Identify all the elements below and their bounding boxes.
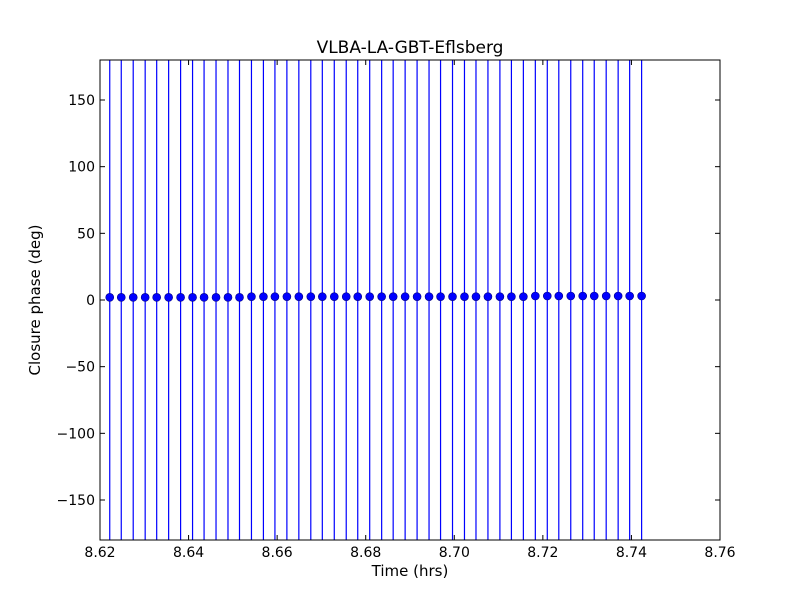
data-point	[306, 292, 316, 301]
plot-frame	[99, 59, 721, 541]
data-point	[566, 291, 576, 301]
y-tick-label: −50	[65, 360, 95, 376]
y-tick-label: 100	[68, 160, 95, 176]
data-point	[329, 292, 339, 301]
data-point	[235, 293, 244, 302]
y-tick-label: 50	[77, 226, 95, 242]
data-point	[460, 292, 469, 301]
data-point	[542, 291, 552, 301]
data-point	[507, 292, 516, 301]
x-tick-label: 8.70	[439, 545, 470, 561]
data-point	[531, 291, 540, 301]
data-point	[601, 291, 611, 301]
y-tick-label: −100	[57, 426, 95, 442]
data-point	[578, 291, 588, 301]
data-point	[400, 292, 410, 301]
data-point	[318, 292, 327, 301]
data-point	[436, 292, 445, 301]
data-point	[495, 292, 505, 301]
data-point	[128, 293, 138, 302]
data-point	[259, 292, 268, 301]
x-tick-label: 8.72	[527, 545, 558, 561]
data-point	[365, 292, 375, 301]
data-point	[105, 293, 115, 302]
data-point	[282, 292, 292, 301]
data-point	[188, 293, 197, 302]
data-point	[116, 293, 126, 302]
y-axis-ticks: 150 100 50 0 −50 −100 −150	[57, 93, 720, 509]
data-point	[270, 292, 280, 301]
data-point	[164, 293, 173, 302]
data-point	[625, 291, 634, 301]
data-point	[294, 292, 304, 301]
data-point	[483, 292, 493, 301]
data-point	[341, 292, 351, 301]
data-point	[199, 293, 209, 302]
x-axis-ticks: 8.62 8.64 8.66 8.68 8.70 8.72 8.74 8.76	[84, 60, 736, 561]
data-point	[377, 292, 386, 301]
x-tick-label: 8.76	[704, 545, 735, 561]
data-points	[105, 291, 646, 302]
x-axis-label: Time (hrs)	[371, 562, 449, 580]
data-point	[412, 292, 422, 301]
data-point	[613, 291, 623, 301]
data-point	[424, 292, 434, 301]
y-axis-label: Closure phase (deg)	[26, 225, 44, 376]
data-point	[388, 292, 398, 301]
data-point	[223, 293, 233, 302]
data-point	[140, 293, 150, 302]
data-point	[448, 292, 457, 301]
data-point	[554, 291, 564, 301]
data-point	[353, 292, 363, 301]
data-point	[211, 293, 221, 302]
x-tick-label: 8.64	[173, 545, 204, 561]
x-tick-label: 8.62	[84, 545, 115, 561]
data-point	[247, 292, 256, 301]
data-point	[471, 292, 481, 301]
x-tick-label: 8.74	[616, 545, 647, 561]
data-point	[152, 293, 161, 302]
data-point	[176, 293, 185, 302]
data-point	[589, 291, 599, 301]
data-point	[519, 292, 528, 301]
chart-title: VLBA-LA-GBT-Eflsberg	[317, 38, 504, 58]
x-tick-label: 8.66	[262, 545, 293, 561]
x-tick-label: 8.68	[350, 545, 381, 561]
y-tick-label: −150	[57, 493, 95, 509]
data-point	[637, 291, 646, 301]
y-tick-label: 0	[86, 293, 95, 309]
y-tick-label: 150	[68, 93, 95, 109]
